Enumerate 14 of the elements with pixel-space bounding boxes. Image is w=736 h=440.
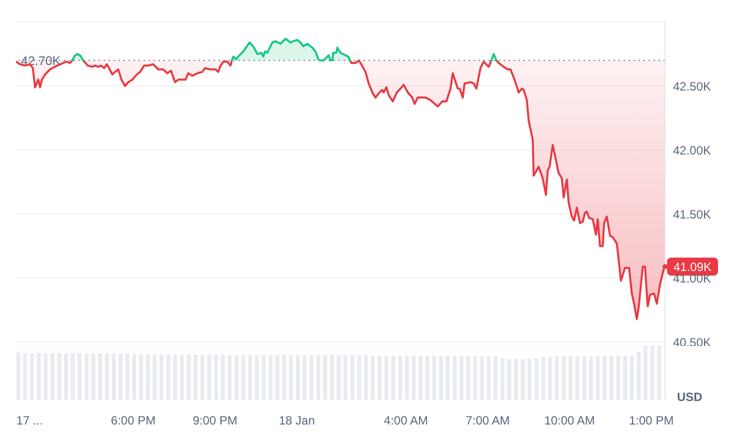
x-tick-label: 10:00 AM <box>544 414 595 428</box>
x-tick-label: 9:00 PM <box>192 414 238 428</box>
x-tick-label: 1:00 PM <box>629 414 674 428</box>
x-tick-label: 18 Jan <box>278 414 315 428</box>
annotation: 41.09K <box>673 260 712 274</box>
y-tick-label: 41.50K <box>673 207 712 222</box>
text: USD <box>677 390 702 404</box>
y-tick-label: 42.50K <box>673 79 712 94</box>
y-tick-label: 41.00K <box>673 271 712 286</box>
x-tick-label: 17 ... <box>16 414 43 428</box>
x-tick-label: 4:00 AM <box>384 414 428 428</box>
y-tick-label: 42.00K <box>673 143 712 158</box>
x-tick-label: 6:00 PM <box>110 414 156 428</box>
x-tick-label: 7:00 AM <box>466 414 510 428</box>
